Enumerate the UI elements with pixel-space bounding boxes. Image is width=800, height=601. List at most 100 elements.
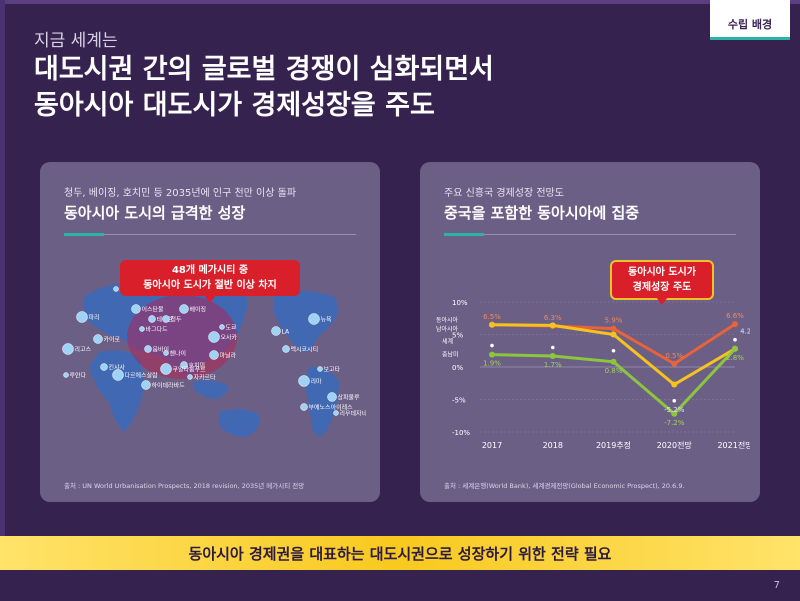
x-tick-label: 2018 bbox=[543, 441, 563, 450]
left-callout-line-2: 동아시아 도시가 절반 이상 차지 bbox=[143, 280, 277, 291]
y-tick-label: -10% bbox=[452, 429, 470, 437]
city-dot bbox=[187, 374, 193, 380]
series-line bbox=[491, 347, 737, 416]
y-tick-label: 0% bbox=[452, 364, 463, 372]
right-panel-subtitle: 주요 신흥국 경제성장 전망도 bbox=[444, 188, 564, 199]
city-label: 오사카 bbox=[221, 334, 238, 342]
series-name-label: 남아시아 bbox=[436, 325, 459, 333]
data-point bbox=[733, 337, 737, 342]
data-point bbox=[549, 322, 556, 329]
city-dot bbox=[209, 350, 219, 360]
left-panel-divider bbox=[64, 233, 356, 236]
city-dot bbox=[208, 331, 220, 343]
city-label: 뭄바이 bbox=[153, 346, 170, 354]
city-label: 첸나이 bbox=[170, 350, 187, 358]
city-dot bbox=[63, 372, 69, 378]
left-callout-line-1: 48개 메가시티 중 bbox=[171, 265, 249, 276]
city-label: 바그다드 bbox=[146, 326, 169, 334]
city-label: 자카르타 bbox=[194, 374, 217, 382]
city-dot bbox=[93, 334, 103, 344]
data-label: -5.2% bbox=[664, 406, 685, 414]
data-point bbox=[550, 345, 555, 350]
left-panel-source: 출처 : UN World Urbanisation Prospects, 20… bbox=[64, 482, 305, 490]
continent-eurasia bbox=[84, 280, 248, 377]
left-panel-heading: 동아시아 도시의 급격한 성장 bbox=[64, 204, 246, 222]
continent-north-america bbox=[274, 291, 338, 352]
page-number: 7 bbox=[773, 580, 780, 591]
continent-oceania bbox=[194, 380, 229, 399]
left-callout: 48개 메가시티 중 동아시아 도시가 절반 이상 차지 bbox=[120, 260, 300, 303]
series-name-label: 동아시아 bbox=[436, 316, 459, 324]
series-name-label: 세계 bbox=[442, 338, 453, 346]
city-dot bbox=[282, 345, 290, 353]
data-label: 6.6% bbox=[726, 312, 744, 320]
data-point bbox=[672, 399, 677, 403]
city-label: 뉴욕 bbox=[321, 317, 333, 324]
city-dot bbox=[180, 361, 188, 369]
city-dot bbox=[179, 304, 189, 314]
city-dot bbox=[76, 311, 88, 323]
data-label: 2.8% bbox=[726, 354, 744, 362]
left-panel-subtitle: 청두, 베이징, 호치민 등 2035년에 인구 천만 이상 돌파 bbox=[64, 188, 297, 199]
city-dot bbox=[271, 326, 281, 336]
data-label: 0.5% bbox=[665, 352, 683, 360]
data-label: 1.9% bbox=[483, 360, 501, 368]
continents bbox=[84, 280, 339, 437]
city-label: 청두 bbox=[171, 317, 183, 324]
kicker-text: 지금 세계는 bbox=[34, 31, 118, 51]
city-label: 부에노스아이레스 bbox=[309, 404, 354, 412]
city-label: 이스탄불 bbox=[142, 306, 165, 314]
city-label: 리우데자네이루 bbox=[340, 410, 367, 418]
left-accent-bar bbox=[0, 0, 5, 540]
data-label: 6.5% bbox=[483, 313, 501, 321]
city-dot bbox=[144, 345, 152, 353]
city-label: 마닐라 bbox=[220, 352, 237, 360]
east-asia-highlight bbox=[127, 295, 237, 379]
y-tick-label: -5% bbox=[452, 397, 466, 405]
right-callout-line-2: 경제성장 주도 bbox=[632, 282, 692, 293]
city-label: 호치민 bbox=[189, 362, 206, 370]
top-border bbox=[0, 0, 800, 4]
city-label: 카이로 bbox=[104, 336, 121, 344]
city-label: 킨샤사 bbox=[109, 364, 126, 372]
data-point bbox=[732, 345, 738, 352]
city-label: 리마 bbox=[311, 378, 323, 386]
y-tick-label: 5% bbox=[452, 332, 463, 340]
city-label: 멕시코시티 bbox=[291, 346, 319, 354]
data-point bbox=[610, 358, 617, 365]
city-dot bbox=[113, 286, 119, 292]
city-label: LA bbox=[282, 329, 290, 336]
page-title: 대도시권 간의 글로벌 경쟁이 심화되면서 동아시아 대도시가 경제성장을 주도 bbox=[34, 52, 494, 124]
x-tick-label: 2019추정 bbox=[596, 440, 631, 450]
data-label: 0.8% bbox=[605, 367, 623, 375]
left-panel: 청두, 베이징, 호치민 등 2035년에 인구 천만 이상 돌파 동아시아 도… bbox=[40, 162, 380, 502]
city-dot bbox=[131, 304, 141, 314]
data-label: 5.9% bbox=[605, 317, 623, 325]
city-label: 다르에스살람 bbox=[125, 372, 159, 380]
right-panel-heading: 중국을 포함한 동아시아에 집중 bbox=[444, 204, 640, 222]
data-point bbox=[490, 343, 494, 348]
x-tick-label: 2021전망 bbox=[717, 440, 750, 450]
data-point bbox=[732, 321, 738, 328]
city-dot bbox=[162, 315, 170, 323]
city-dot bbox=[300, 403, 308, 411]
city-dot bbox=[100, 363, 108, 371]
city-dot bbox=[163, 350, 169, 356]
city-label: 루안다 bbox=[70, 372, 87, 380]
city-dot bbox=[160, 363, 172, 375]
city-label: 상파울루 bbox=[338, 394, 361, 402]
series-name-label: 중남미 bbox=[442, 351, 459, 359]
city-label: 쿠알라룸푸르 bbox=[173, 366, 207, 374]
city-dot bbox=[308, 313, 320, 325]
data-point bbox=[549, 352, 556, 359]
y-tick-label: 10% bbox=[452, 299, 468, 307]
data-label: 1.7% bbox=[544, 361, 562, 369]
right-callout: 동아시아 도시가 경제성장 주도 bbox=[610, 260, 714, 305]
city-label: 하이데라바드 bbox=[152, 382, 186, 390]
title-line-2: 동아시아 대도시가 경제성장을 주도 bbox=[34, 90, 435, 121]
continent-australia bbox=[219, 409, 260, 437]
city-label: 도쿄 bbox=[226, 325, 238, 332]
data-label: 4.2% bbox=[740, 328, 750, 336]
continent-south-america bbox=[304, 366, 339, 436]
section-tag: 수립 배경 bbox=[710, 0, 790, 40]
